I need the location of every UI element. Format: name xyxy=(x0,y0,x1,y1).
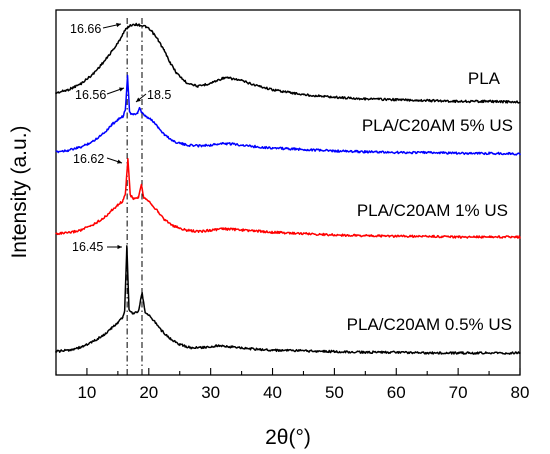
annotation-label-3: 18.5 xyxy=(147,88,171,102)
annotation-arrowhead-1 xyxy=(116,22,121,28)
series-labels: PLA PLA/C20AM 5% US PLA/C20AM 1% US PLA/C20… xyxy=(347,69,513,334)
series-line-2 xyxy=(55,74,521,156)
series-label-2: PLA/C20AM 5% US xyxy=(362,116,513,135)
x-tick-label-40: 40 xyxy=(263,383,282,402)
x-axis: 10 20 30 40 50 60 70 80 xyxy=(55,368,530,402)
x-tick-label-60: 60 xyxy=(387,383,406,402)
x-tick-label-50: 50 xyxy=(325,383,344,402)
annotation-label-5: 16.45 xyxy=(72,240,103,254)
series-label-3: PLA/C20AM 1% US xyxy=(357,201,508,220)
series-label-1: PLA xyxy=(468,69,501,88)
annotation-label-1: 16.66 xyxy=(70,22,101,36)
series-group xyxy=(55,22,521,355)
annotation-arrowhead-2 xyxy=(119,87,124,92)
annotation-label-4: 16.62 xyxy=(73,152,104,166)
x-axis-title: 2θ(°) xyxy=(265,426,311,449)
reference-lines xyxy=(126,18,143,375)
series-line-3 xyxy=(55,158,521,239)
annotation-arrowhead-5 xyxy=(117,244,122,250)
annotations: 16.66 16.56 18.5 16.62 16.45 xyxy=(70,22,171,254)
annotation-arrowhead-4 xyxy=(117,159,122,164)
x-tick-label-10: 10 xyxy=(77,383,96,402)
annotation-label-2: 16.56 xyxy=(75,88,106,102)
series-line-4 xyxy=(55,245,521,355)
plot-frame xyxy=(55,9,521,376)
annotation-arrowhead-3 xyxy=(136,97,141,102)
series-label-4: PLA/C20AM 0.5% US xyxy=(347,315,512,334)
x-tick-label-70: 70 xyxy=(449,383,468,402)
y-axis-title: Intensity (a.u.) xyxy=(8,125,31,258)
x-tick-label-30: 30 xyxy=(201,383,220,402)
series-line-1 xyxy=(55,22,521,104)
x-tick-label-80: 80 xyxy=(511,383,530,402)
x-tick-label-20: 20 xyxy=(139,383,158,402)
